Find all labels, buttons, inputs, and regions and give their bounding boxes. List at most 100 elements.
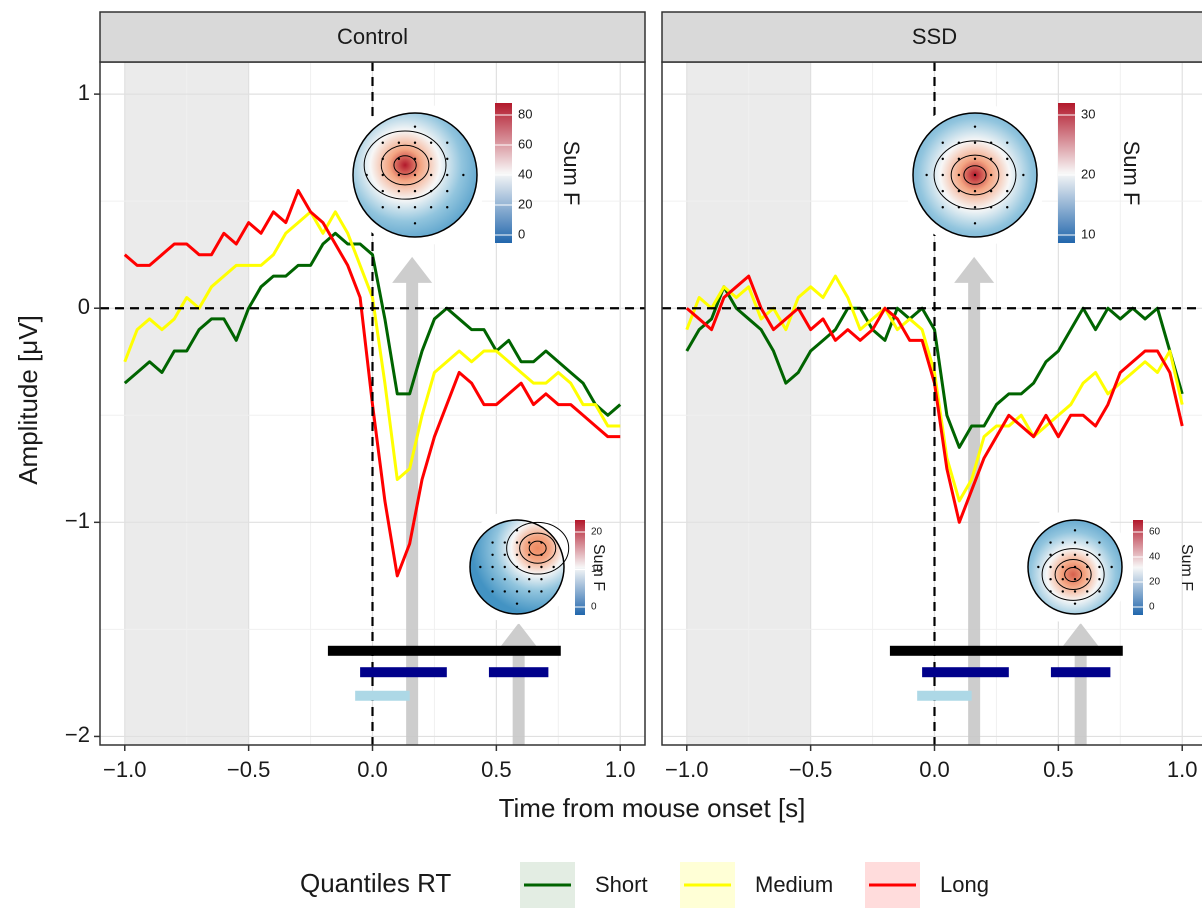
x-tick-label: −0.5 xyxy=(789,757,832,782)
electrode xyxy=(941,157,944,161)
electrode xyxy=(1037,565,1040,569)
strip xyxy=(99,11,646,63)
colorbar xyxy=(575,520,585,615)
electrode xyxy=(1049,541,1052,544)
electrode xyxy=(528,565,531,569)
y-tick-label: 0 xyxy=(78,294,90,319)
electrode xyxy=(1098,565,1101,569)
electrode xyxy=(413,125,417,128)
electrode xyxy=(1086,590,1089,593)
electrode xyxy=(973,125,977,128)
electrode xyxy=(429,206,433,209)
x-axis-title: Time from mouse onset [s] xyxy=(499,793,806,823)
colorbar-label: 60 xyxy=(1149,527,1161,538)
electrode xyxy=(973,189,977,193)
electrode xyxy=(1073,553,1077,556)
electrode xyxy=(957,173,961,177)
electrode xyxy=(1049,565,1052,569)
colorbar-title: Sum F xyxy=(1119,141,1144,206)
electrode xyxy=(1061,565,1064,569)
contour xyxy=(363,130,447,200)
contour xyxy=(950,154,1000,196)
colorbar-label: 40 xyxy=(518,166,532,181)
electrode xyxy=(446,189,449,193)
electrode xyxy=(429,189,433,193)
significance-bar xyxy=(922,667,1009,678)
electrode xyxy=(973,157,977,161)
electrode xyxy=(515,565,519,569)
electrode xyxy=(515,602,519,605)
electrode xyxy=(381,189,384,193)
electrode xyxy=(1049,590,1052,593)
electrode xyxy=(941,173,944,177)
electrode xyxy=(446,141,449,144)
arrow xyxy=(392,256,433,745)
significance-bar xyxy=(360,667,447,678)
electrode xyxy=(515,541,519,544)
colorbar-title: Sum F xyxy=(1178,544,1195,591)
electrode xyxy=(503,590,506,593)
x-tick-label: −1.0 xyxy=(665,757,708,782)
electrode xyxy=(528,590,531,593)
electrode xyxy=(491,553,494,556)
significance-bar xyxy=(889,645,1123,656)
electrode xyxy=(397,206,401,209)
electrode xyxy=(413,189,417,193)
electrode xyxy=(1061,553,1064,556)
electrode xyxy=(381,206,384,209)
contour xyxy=(1064,566,1083,583)
electrode xyxy=(1073,565,1077,569)
colorbar-label: 80 xyxy=(518,106,532,121)
significance-bar xyxy=(917,690,972,701)
electrode xyxy=(491,590,494,593)
electrode xyxy=(957,141,961,144)
colorbar-label: 0 xyxy=(1149,602,1155,613)
electrode xyxy=(515,578,519,581)
colorbar-label: 60 xyxy=(518,136,532,151)
contour xyxy=(1041,548,1105,601)
x-tick-label: −0.5 xyxy=(227,757,270,782)
electrode xyxy=(503,565,506,569)
electrode xyxy=(413,222,417,225)
electrode xyxy=(413,141,417,144)
x-tick-label: 0.5 xyxy=(481,757,512,782)
contour xyxy=(380,144,430,186)
contour xyxy=(393,155,417,175)
colorbar-title: Sum F xyxy=(590,544,607,591)
electrode xyxy=(1086,565,1089,569)
electrode xyxy=(429,157,433,161)
colorbar xyxy=(1058,103,1075,243)
electrode xyxy=(462,173,465,177)
electrode xyxy=(1073,590,1077,593)
electrode xyxy=(925,173,928,177)
electrode xyxy=(515,590,519,593)
colorbar-label: 40 xyxy=(1149,552,1161,563)
contour xyxy=(528,540,547,556)
electrode xyxy=(552,565,555,569)
contour xyxy=(963,165,987,185)
electrode xyxy=(491,565,494,569)
electrode xyxy=(446,206,449,209)
electrode xyxy=(1098,578,1101,581)
arrow xyxy=(954,256,995,745)
line-series xyxy=(685,285,1184,449)
strip-label: SSD xyxy=(912,24,957,49)
contour xyxy=(1054,558,1092,591)
electrode xyxy=(528,541,531,544)
electrode xyxy=(528,578,531,581)
electrode xyxy=(397,189,401,193)
electrode xyxy=(1049,553,1052,556)
electrode xyxy=(1073,529,1077,532)
significance-bar xyxy=(1050,667,1111,678)
line-series xyxy=(123,210,621,482)
electrode xyxy=(381,157,384,161)
y-tick-label: −1 xyxy=(65,508,90,533)
colorbar-label: 20 xyxy=(518,196,532,211)
electrode xyxy=(503,578,506,581)
colorbar xyxy=(1133,520,1143,615)
arrow xyxy=(1060,622,1101,745)
electrode xyxy=(503,541,506,544)
colorbar-label: 20 xyxy=(1149,577,1161,588)
electrode xyxy=(1073,602,1077,605)
